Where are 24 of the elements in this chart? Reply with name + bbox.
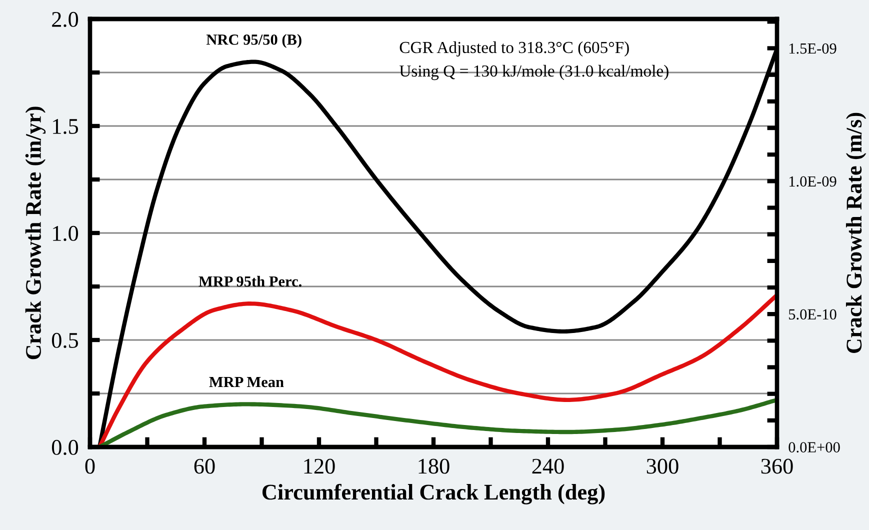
annotation: Using Q = 130 kJ/mole (31.0 kcal/mole) bbox=[400, 64, 668, 80]
series-label: MRP 95th Perc. bbox=[198, 276, 302, 287]
y-axis-title: Crack Growth Rate (in/yr) bbox=[25, 106, 46, 360]
y2-tick-label: 0.0E+00 bbox=[788, 442, 840, 453]
series-label: MRP Mean bbox=[209, 377, 284, 388]
series-label: NRC 95/50 (B) bbox=[206, 34, 302, 48]
y2-tick-label: 5.0E-10 bbox=[789, 309, 836, 320]
x-tick-label: 180 bbox=[418, 458, 450, 474]
x-tick-label: 0 bbox=[85, 458, 95, 474]
x-tick-label: 360 bbox=[761, 458, 793, 474]
y-tick-label: 0.5 bbox=[52, 332, 78, 348]
annotation: CGR Adjusted to 318.3°C (605°F) bbox=[400, 41, 629, 57]
x-tick-label: 300 bbox=[646, 458, 678, 474]
x-tick-label: 60 bbox=[194, 458, 215, 474]
y2-axis-title: Crack Growth Rate (m/s) bbox=[846, 112, 866, 353]
x-tick-label: 240 bbox=[532, 458, 564, 474]
y2-tick-label: 1.5E-09 bbox=[789, 43, 836, 54]
y-tick-label: 0.0 bbox=[52, 440, 78, 456]
x-tick-label: 120 bbox=[304, 458, 335, 474]
y2-tick-label: 1.0E-09 bbox=[789, 176, 836, 187]
x-axis-title: Circumferential Crack Length (deg) bbox=[262, 484, 605, 504]
y-tick-label: 1.0 bbox=[53, 226, 78, 242]
y-tick-label: 2.0 bbox=[52, 12, 78, 28]
y-tick-label: 1.5 bbox=[53, 119, 78, 134]
